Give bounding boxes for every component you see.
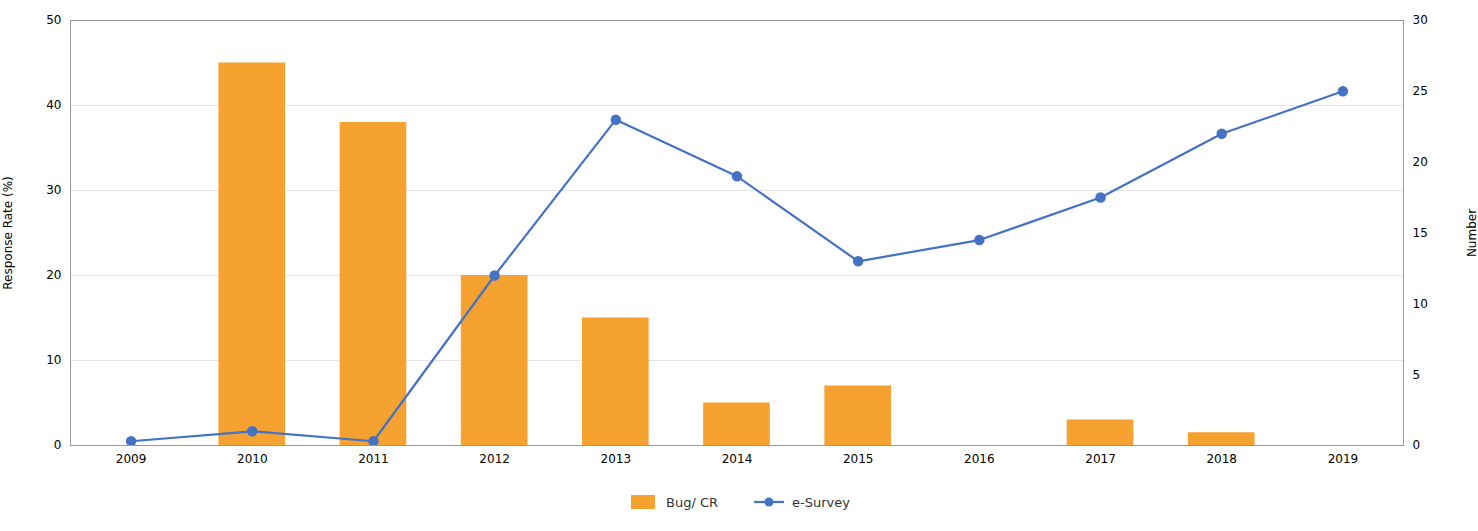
svg-text:2011: 2011	[358, 452, 389, 466]
svg-text:0: 0	[1413, 438, 1421, 452]
svg-text:2015: 2015	[843, 452, 874, 466]
svg-text:15: 15	[1413, 226, 1428, 240]
svg-text:Number: Number	[1465, 209, 1478, 257]
svg-text:20: 20	[46, 268, 61, 282]
svg-text:5: 5	[1413, 368, 1421, 382]
svg-text:2018: 2018	[1206, 452, 1237, 466]
svg-text:10: 10	[1413, 297, 1428, 311]
svg-text:2014: 2014	[722, 452, 753, 466]
svg-text:25: 25	[1413, 84, 1428, 98]
svg-text:10: 10	[46, 353, 61, 367]
svg-text:0: 0	[54, 438, 62, 452]
svg-text:2009: 2009	[116, 452, 147, 466]
svg-text:2016: 2016	[964, 452, 995, 466]
svg-text:2013: 2013	[601, 452, 632, 466]
svg-text:2010: 2010	[237, 452, 268, 466]
svg-text:50: 50	[46, 13, 61, 27]
svg-text:30: 30	[46, 183, 61, 197]
html-text:Bug/ CR: Bug/ CR	[666, 494, 719, 510]
svg-text:2017: 2017	[1085, 452, 1116, 466]
svg-text:Response Rate (%): Response Rate (%)	[1, 176, 15, 290]
svg-text:20: 20	[1413, 155, 1428, 169]
svg-text:30: 30	[1413, 13, 1428, 27]
html-text:e-Survey: e-Survey	[792, 494, 850, 510]
svg-text:40: 40	[46, 98, 61, 112]
svg-text:2012: 2012	[479, 452, 510, 466]
svg-text:2019: 2019	[1328, 452, 1359, 466]
